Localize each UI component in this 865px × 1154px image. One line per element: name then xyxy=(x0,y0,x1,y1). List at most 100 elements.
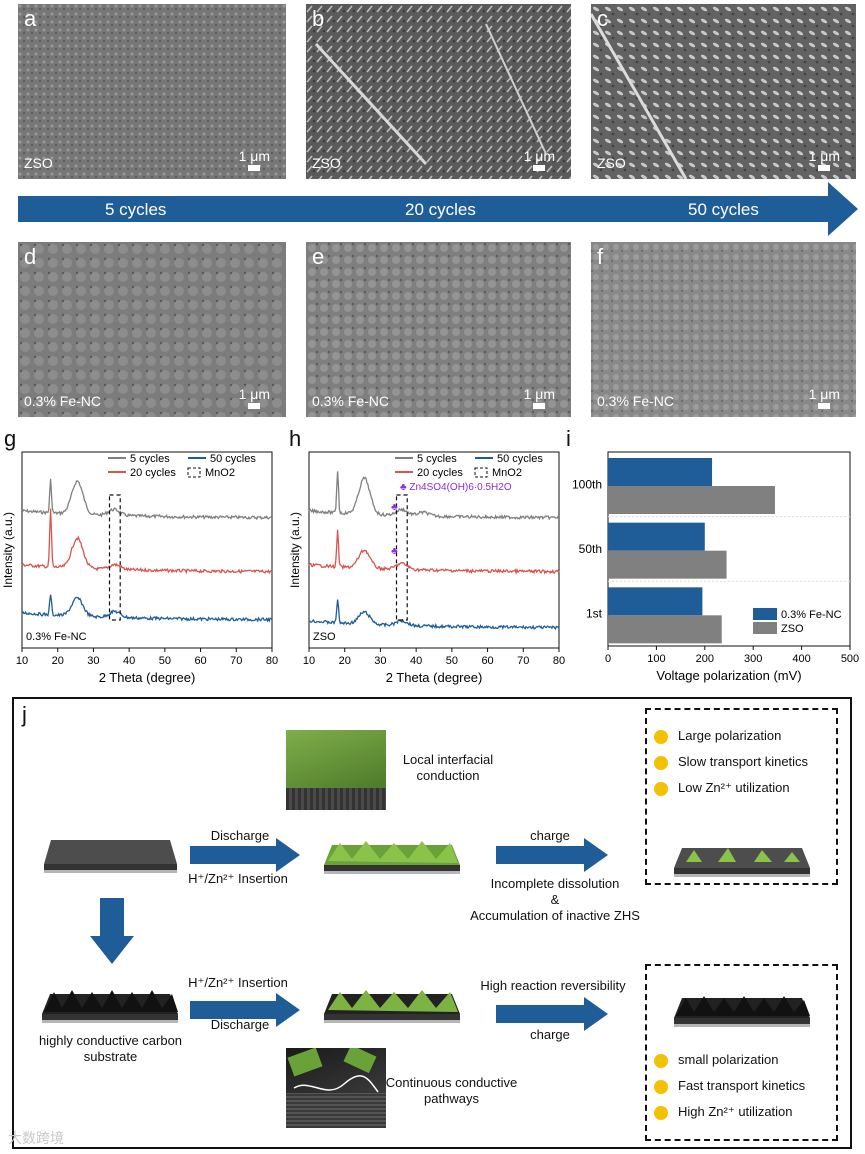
x-tick-label: 40 xyxy=(410,655,422,667)
outcome-text: Large polarization xyxy=(678,728,782,743)
outcome-text: small polarization xyxy=(678,1052,779,1067)
xrd-line-20-cycles xyxy=(21,508,273,575)
outcome-bad-2: Slow transport kinetics xyxy=(654,754,808,770)
legend-label: 5 cycles xyxy=(417,453,457,465)
xrd-line-5-cycles xyxy=(308,471,560,521)
legend-mno2-swatch xyxy=(187,467,201,478)
charge-label-2: charge xyxy=(530,1027,570,1042)
sample-annotation: 0.3% Fe-NC xyxy=(26,631,87,643)
scale-bar: 1 μm xyxy=(524,148,555,171)
x-tick-label: 30 xyxy=(374,655,386,667)
x-tick-label: 80 xyxy=(553,655,565,667)
continuous-conduction-inset xyxy=(286,1048,386,1128)
panel-letter-j: j xyxy=(22,702,27,727)
ampersand-label: & xyxy=(550,892,560,907)
clean-carbon-slab xyxy=(672,988,812,1030)
x-tick-label: 20 xyxy=(339,655,351,667)
zhs-marker: ♣ xyxy=(391,502,398,513)
outcome-text: High Zn²⁺ utilization xyxy=(678,1104,793,1119)
down-arrow xyxy=(90,898,134,964)
scale-label: 1 μm xyxy=(238,386,270,402)
legend-label: 0.3% Fe-NC xyxy=(781,609,842,621)
scale-bar: 1 μm xyxy=(809,386,840,409)
scale-bar: 1 μm xyxy=(239,148,270,171)
frown-icon xyxy=(654,729,668,744)
discharge-arrow-1 xyxy=(190,838,300,872)
legend-zhs-label: ♣ Zn4SO4(OH)6·0.5H2O xyxy=(400,482,512,493)
outcome-text: Fast transport kinetics xyxy=(678,1078,806,1093)
outcome-good-2: Fast transport kinetics xyxy=(654,1078,805,1094)
outcome-good-3: High Zn²⁺ utilization xyxy=(654,1104,793,1120)
scale-bar: 1 μm xyxy=(809,148,840,171)
xrd-chart-g: 10 20 30 40 50 60 70 80 2 Theta (degree) Intensit… xyxy=(1,451,278,685)
sem-panel-b: b ZSO 1 μm xyxy=(306,4,571,179)
charge-label-1: charge xyxy=(530,828,570,843)
substrate-label: highly conductive carbon substrate xyxy=(38,1033,183,1064)
arrow-label-5: 5 cycles xyxy=(105,200,167,219)
outcome-text: Low Zn²⁺ utilization xyxy=(678,780,790,795)
outcome-bad-3: Low Zn²⁺ utilization xyxy=(654,780,790,796)
x-tick-label: 40 xyxy=(123,655,135,667)
panel-letter: b xyxy=(312,6,325,31)
schematic-panel-j xyxy=(12,697,852,1149)
sample-label: ZSO xyxy=(24,155,53,171)
fenc-zhs-slab xyxy=(322,984,462,1026)
high-reversibility-label: High reaction reversibility xyxy=(480,978,626,993)
panel-letter: c xyxy=(597,6,608,31)
continuous-pathways-label: Continuous conductive pathways xyxy=(385,1075,518,1106)
panel-letter: d xyxy=(24,244,37,269)
bar-03Fe-NC-100th xyxy=(608,458,713,486)
scale-label: 1 μm xyxy=(808,148,840,164)
fenc-outcome-box xyxy=(645,964,838,1141)
bar-ZSO-1st xyxy=(608,615,722,644)
legend-label: 20 cycles xyxy=(130,467,176,479)
x-axis-label: 2 Theta (degree) xyxy=(386,670,483,685)
sem-texture xyxy=(18,242,286,417)
legend-label: 50 cycles xyxy=(210,453,256,465)
panel-letter: f xyxy=(597,244,604,269)
scale-bar: 1 μm xyxy=(239,386,270,409)
x-tick-label: 60 xyxy=(481,655,493,667)
x-tick-label: 10 xyxy=(16,655,28,667)
carbon-substrate-slab xyxy=(40,984,180,1026)
bare-substrate-slab xyxy=(43,838,178,874)
x-axis-label: 2 Theta (degree) xyxy=(99,670,196,685)
charge-arrow-1 xyxy=(496,838,608,872)
scale-label: 1 μm xyxy=(238,148,270,164)
discharge-arrow-2 xyxy=(190,993,300,1027)
accumulation-label: Accumulation of inactive ZHS xyxy=(470,908,640,923)
sem-texture xyxy=(306,4,571,179)
scale-label: 1 μm xyxy=(523,386,555,402)
panel-letter-g: g xyxy=(4,426,17,451)
x-tick-label: 100 xyxy=(647,653,665,665)
outcome-text: Slow transport kinetics xyxy=(678,754,809,769)
discharge-label-1: Discharge xyxy=(210,828,270,843)
legend-swatch xyxy=(753,608,777,620)
sem-panel-c: c ZSO 1 μm xyxy=(591,4,856,179)
insertion-label-1: H⁺/Zn²⁺ Insertion xyxy=(188,871,288,886)
legend-label: MnO2 xyxy=(492,467,522,479)
legend-mno2-swatch xyxy=(474,467,488,478)
zhs-covered-slab xyxy=(322,835,462,877)
x-tick-label: 0 xyxy=(605,653,611,665)
sample-label: ZSO xyxy=(312,155,341,171)
x-tick-label: 400 xyxy=(792,653,810,665)
sem-panel-d: d 0.3% Fe-NC 1 μm xyxy=(18,242,286,417)
discharge-label-2: Discharge xyxy=(210,1017,270,1032)
legend-swatch xyxy=(753,622,777,634)
sem-texture xyxy=(591,4,856,179)
scale-label: 1 μm xyxy=(808,386,840,402)
plot-frame xyxy=(21,451,273,649)
sem-panel-e: e 0.3% Fe-NC 1 μm xyxy=(306,242,571,417)
mno2-highlight-box xyxy=(108,494,121,621)
legend-label: ZSO xyxy=(781,623,804,635)
sem-panel-f: f 0.3% Fe-NC 1 μm xyxy=(591,242,856,417)
charge-arrow-2 xyxy=(496,997,608,1031)
mno2-highlight-box xyxy=(395,494,408,621)
outcome-bad-1: Large polarization xyxy=(654,728,781,744)
scale-bar: 1 μm xyxy=(524,386,555,409)
sem-texture xyxy=(306,242,571,417)
x-tick-label: 500 xyxy=(841,653,859,665)
x-tick-label: 60 xyxy=(194,655,206,667)
bar-03Fe-NC-50th xyxy=(608,522,705,551)
